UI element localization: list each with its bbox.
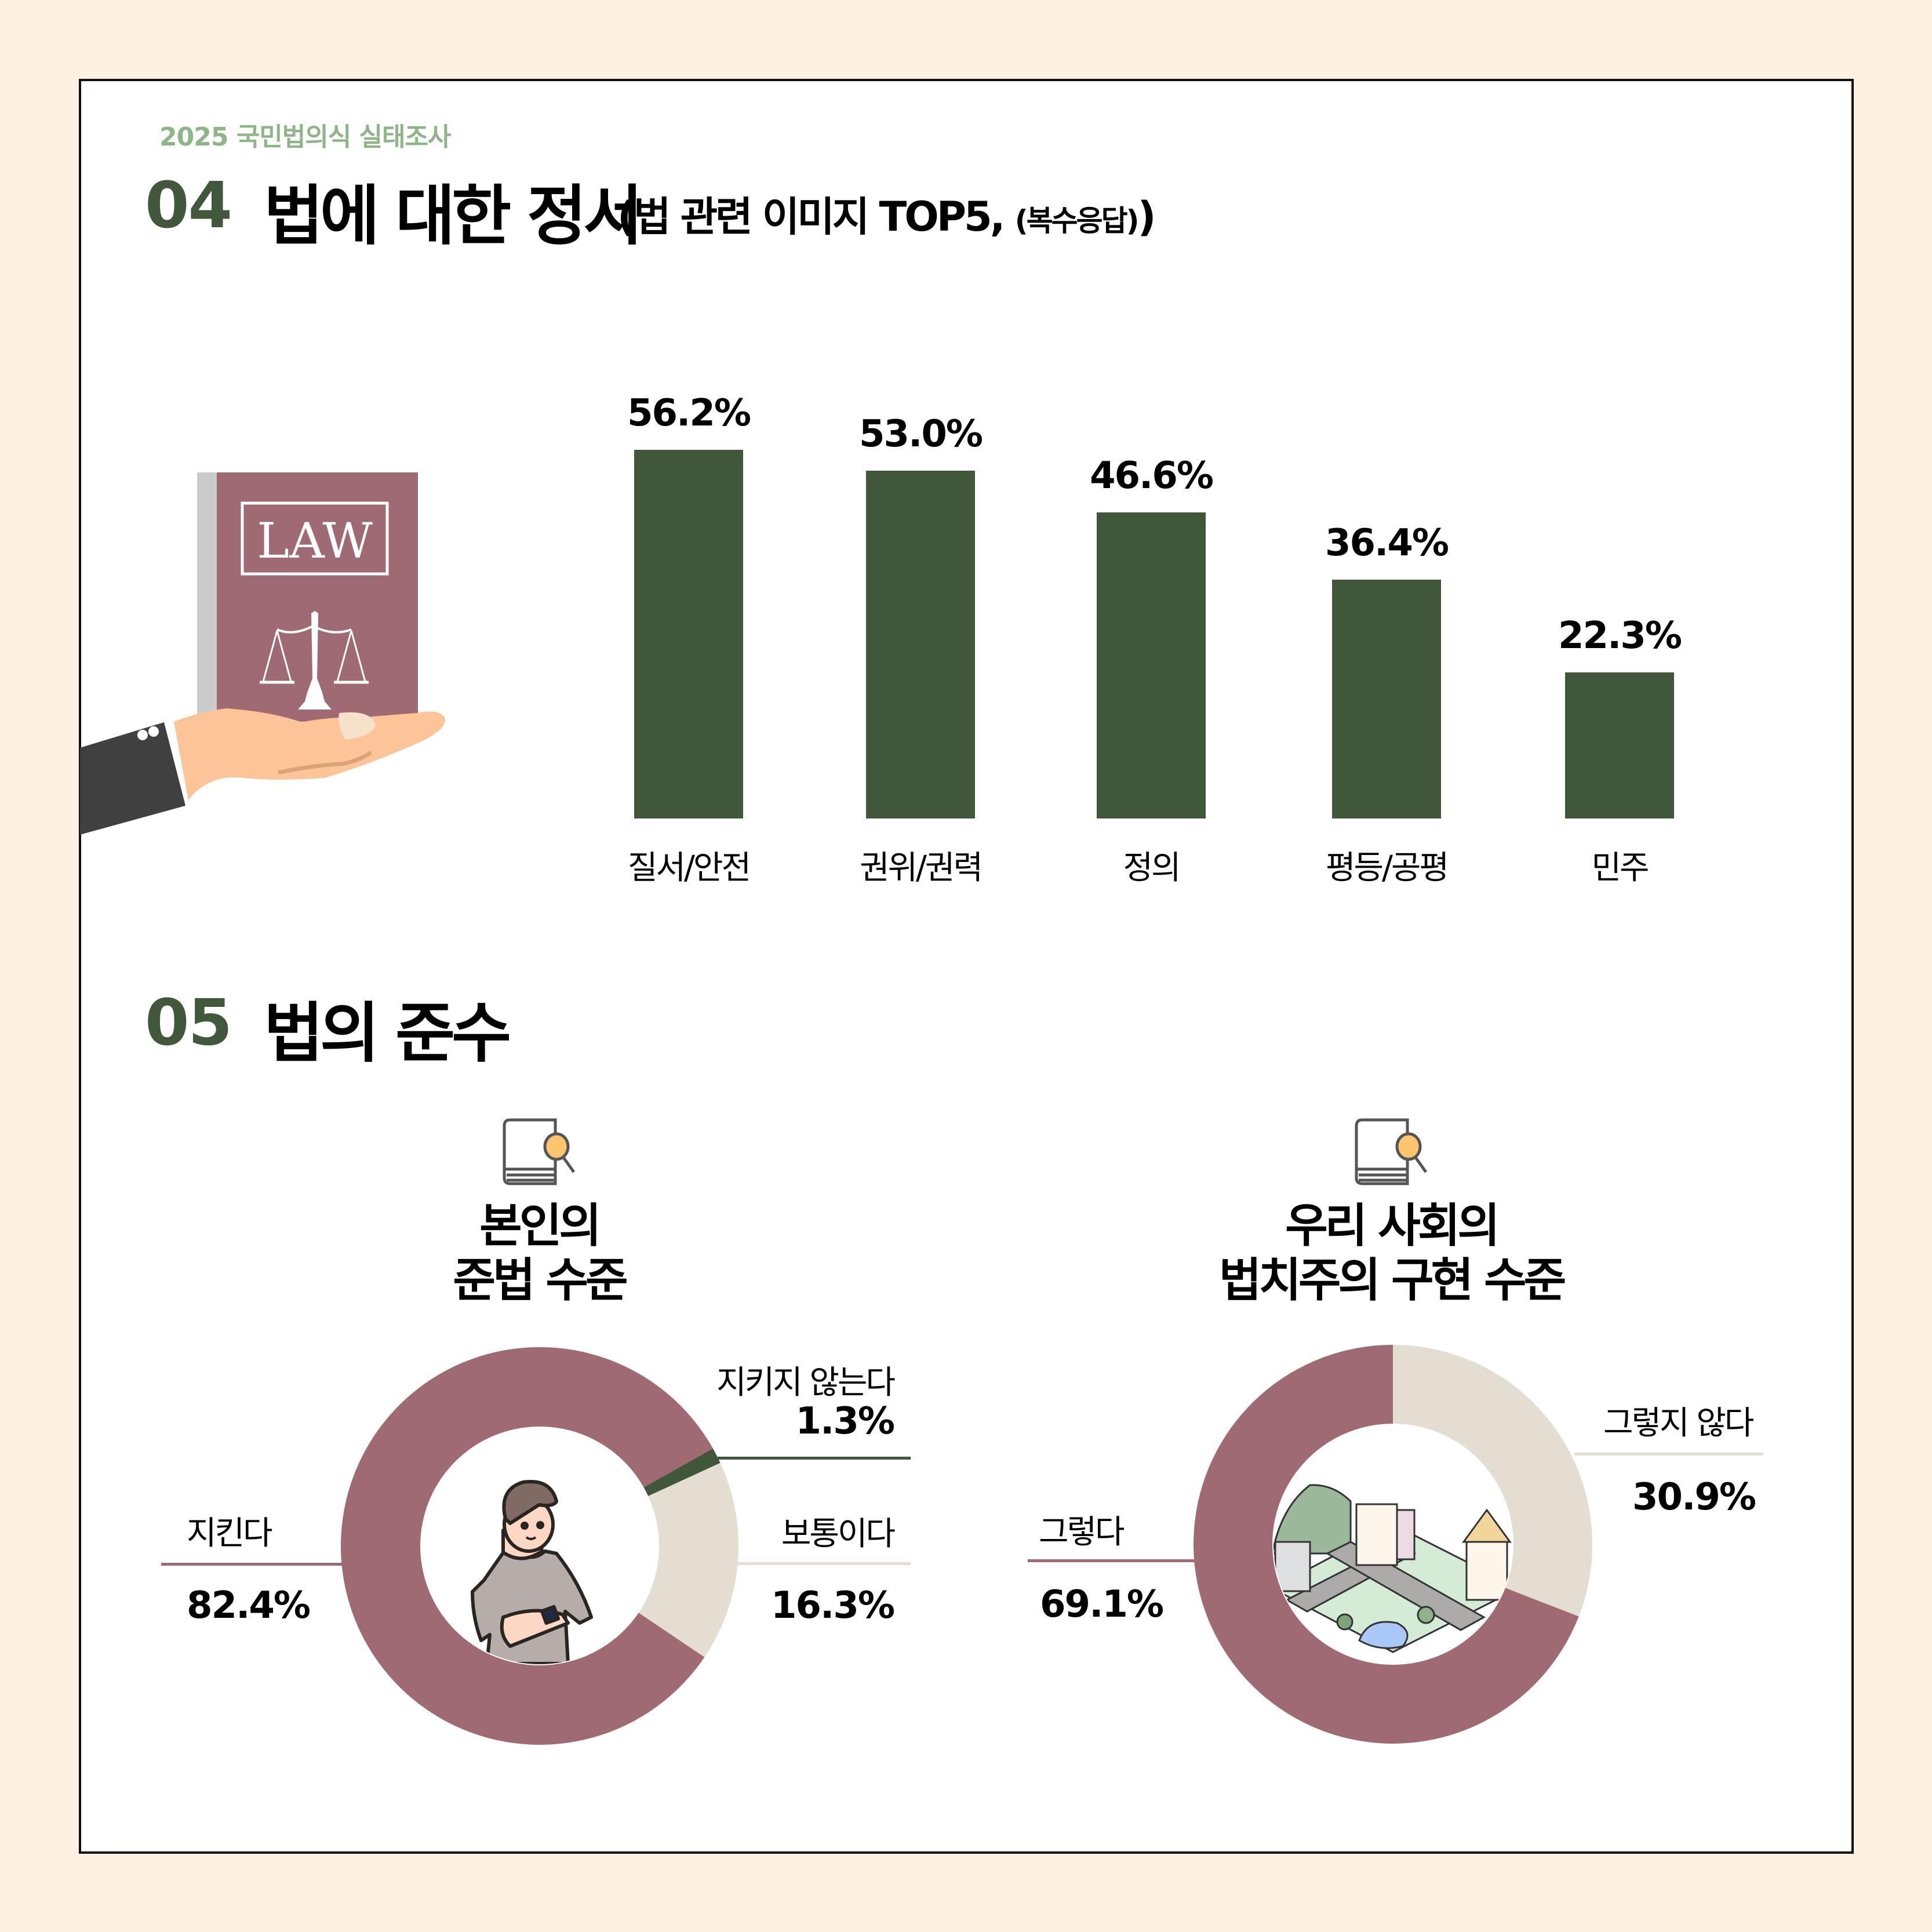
bar-category-label: 정의 xyxy=(1123,849,1181,887)
bar-category-label: 권위/권력 xyxy=(860,849,983,887)
leader-line-comply xyxy=(161,1563,342,1566)
slice-label-disagree: 그렇지 않다 xyxy=(1603,1405,1754,1442)
leader-line-neutral xyxy=(738,1562,911,1565)
book-search-icon xyxy=(503,1118,576,1185)
bar-0 xyxy=(634,449,743,818)
city-intersection-illustration xyxy=(1274,1484,1512,1653)
bar-2 xyxy=(1097,512,1206,818)
person-arms-crossed-illustration xyxy=(471,1480,593,1664)
title-line-2: 준법 수준 xyxy=(453,1253,628,1307)
bar-3 xyxy=(1332,579,1441,818)
bar-value-label: 46.6% xyxy=(1089,454,1214,498)
survey-eyebrow: 2025 국민법의식 실태조사 xyxy=(159,122,451,152)
donut-slice xyxy=(643,1448,721,1496)
section-05-number: 05 xyxy=(145,985,232,1060)
subtitle-main: (법 관련 이미지 TOP5, xyxy=(617,193,1005,241)
section-05-title: 법의 준수 xyxy=(264,996,511,1071)
slice-value-comply: 82.4% xyxy=(187,1584,311,1627)
slice-label-neutral: 보통이다 xyxy=(781,1515,896,1553)
title-line-2: 법치주의 구현 수준 xyxy=(1218,1253,1567,1307)
scales-of-justice-icon xyxy=(260,624,369,684)
rule-of-law-chart-title: 우리 사회의 법치주의 구현 수준 xyxy=(1159,1199,1623,1308)
subtitle-multiple-response: (복수응답) xyxy=(1014,204,1140,238)
donut-slice xyxy=(341,1347,713,1745)
slice-label-agree: 그렇다 xyxy=(1039,1513,1125,1551)
slice-label-comply: 지킨다 xyxy=(187,1515,273,1552)
law-book-hand-illustration: LAW xyxy=(80,472,446,835)
donut-slice xyxy=(1194,1345,1579,1744)
bar-value-label: 56.2% xyxy=(627,391,751,435)
section-04-title: 법에 대한 정서 xyxy=(264,179,643,254)
rule-of-law-donut-chart xyxy=(1194,1345,1593,1744)
title-line-1: 우리 사회의 xyxy=(1285,1199,1500,1253)
bar-value-label: 36.4% xyxy=(1325,521,1449,565)
section-04-number: 04 xyxy=(145,168,232,242)
bar-1 xyxy=(866,471,975,818)
slice-value-disagree: 30.9% xyxy=(1632,1476,1756,1519)
book-search-icon xyxy=(1355,1118,1428,1185)
compliance-donut-chart xyxy=(341,1347,739,1745)
bar-value-label: 22.3% xyxy=(1558,614,1682,657)
bar-4 xyxy=(1565,672,1674,818)
title-line-1: 본인의 xyxy=(479,1199,602,1253)
bar-category-label: 민주 xyxy=(1591,849,1649,887)
book-label: LAW xyxy=(257,512,373,569)
slice-label-not-comply: 지키지 않는다 xyxy=(716,1364,896,1402)
bar-category-label: 질서/안전 xyxy=(628,849,751,887)
slice-value-neutral: 16.3% xyxy=(770,1584,895,1627)
leader-line-disagree xyxy=(1574,1453,1763,1456)
subtitle-close: ) xyxy=(1137,193,1156,241)
section-04-subtitle: (법 관련 이미지 TOP5, (복수응답)) xyxy=(617,184,1156,243)
bar-value-label: 53.0% xyxy=(858,413,983,456)
slice-value-not-comply: 1.3% xyxy=(795,1400,896,1443)
leader-line-agree xyxy=(1028,1559,1195,1562)
compliance-chart-title: 본인의 준법 수준 xyxy=(365,1199,713,1308)
slice-value-agree: 69.1% xyxy=(1040,1583,1164,1626)
leader-line-not-comply xyxy=(718,1457,911,1460)
bar-category-label: 평등/공평 xyxy=(1326,849,1449,887)
donut-slice xyxy=(1393,1345,1593,1617)
donut-slice xyxy=(638,1462,739,1657)
